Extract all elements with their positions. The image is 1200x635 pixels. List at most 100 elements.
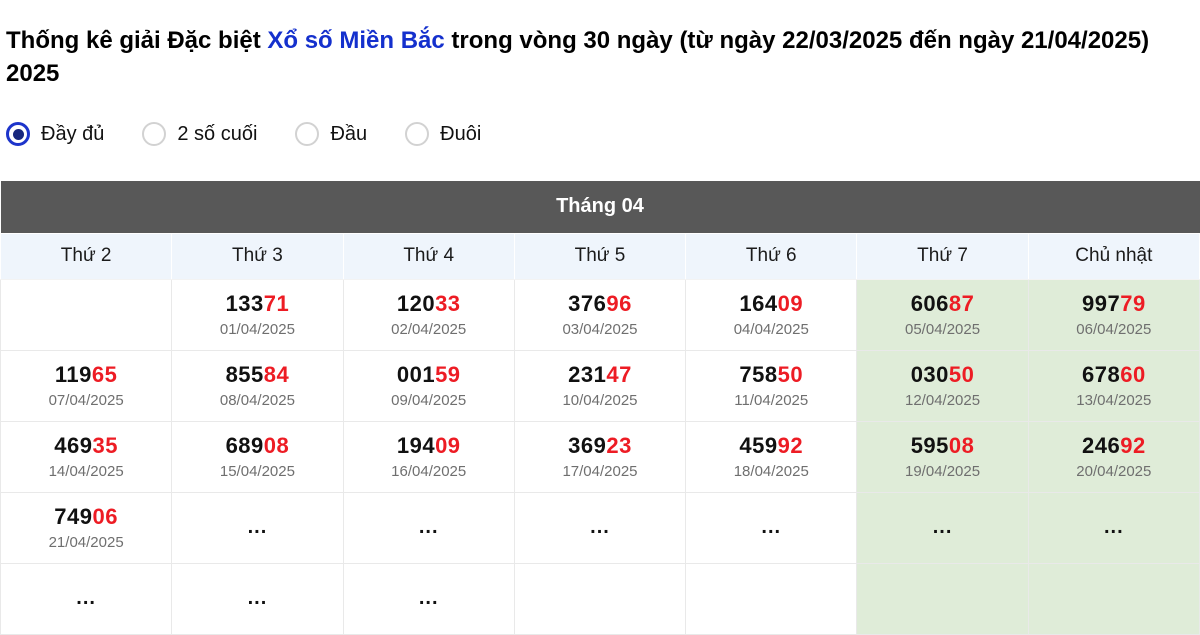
ellipsis-cell: ... [1027, 491, 1200, 564]
ellipsis-cell: ... [856, 491, 1029, 564]
result-last-two-digits: 06 [92, 503, 118, 529]
result-last-two-digits: 09 [435, 432, 461, 458]
result-cell: 68908 15/04/2025 [171, 420, 344, 493]
result-cell: 85584 08/04/2025 [171, 349, 344, 422]
ellipsis-cell: ... [513, 491, 687, 564]
result-cell: 75850 11/04/2025 [685, 349, 858, 422]
ellipsis: ... [247, 587, 268, 610]
result-last-two-digits: 50 [948, 361, 975, 387]
result-last-two-digits: 47 [606, 361, 632, 387]
result-main-digits: 120 [396, 290, 436, 316]
result-date: 01/04/2025 [219, 320, 295, 338]
empty-cell [513, 562, 687, 635]
filter-label: Đầu [330, 122, 368, 145]
filter-label: Đuôi [440, 122, 482, 145]
result-last-two-digits: 33 [435, 290, 461, 316]
result-number: 11965 [1, 362, 171, 387]
result-cell: 46935 14/04/2025 [0, 420, 173, 493]
result-last-two-digits: 08 [948, 432, 975, 458]
result-main-digits: 855 [225, 361, 264, 387]
result-main-digits: 678 [1081, 361, 1121, 387]
result-cell: 13371 01/04/2025 [171, 278, 344, 351]
radio-unselected-icon[interactable] [142, 122, 167, 147]
result-last-two-digits: 59 [435, 361, 461, 387]
result-last-two-digits: 09 [777, 290, 804, 316]
result-main-digits: 030 [910, 361, 949, 387]
result-main-digits: 246 [1081, 432, 1121, 458]
result-cell: 23147 10/04/2025 [513, 349, 687, 422]
result-date: 09/04/2025 [391, 391, 467, 409]
result-number: 99779 [1029, 290, 1199, 316]
result-date: 10/04/2025 [562, 391, 638, 409]
ellipsis: ... [761, 516, 782, 539]
result-number: 13371 [172, 290, 342, 316]
result-main-digits: 194 [396, 432, 436, 458]
result-main-digits: 369 [568, 432, 607, 458]
result-date: 08/04/2025 [219, 391, 295, 409]
result-main-digits: 595 [910, 432, 949, 458]
result-cell: 36923 17/04/2025 [513, 420, 687, 493]
filter-radio-duoi[interactable]: Đuôi [405, 122, 482, 147]
result-cell: 59508 19/04/2025 [856, 420, 1029, 493]
result-row: ......... [0, 562, 1200, 635]
day-header-cell: Thứ 3 [171, 232, 344, 280]
result-number: 37696 [515, 290, 685, 316]
result-cell: 11965 07/04/2025 [0, 349, 173, 422]
result-last-two-digits: 84 [263, 361, 290, 387]
day-header-row: Thứ 2 Thứ 3 Thứ 4 Thứ 5 Thứ 6 Thứ 7 Chủ nhật [0, 232, 1200, 280]
result-last-two-digits: 35 [92, 432, 118, 458]
radio-selected-icon[interactable] [6, 122, 30, 147]
result-cell: 60687 05/04/2025 [856, 278, 1029, 351]
month-title: Tháng 04 [0, 181, 1200, 234]
ellipsis-cell: ... [342, 491, 515, 564]
filter-radio-2-so-cuoi[interactable]: 2 số cuối [142, 122, 258, 147]
ellipsis: ... [418, 516, 439, 539]
result-cell: 67860 13/04/2025 [1027, 349, 1200, 422]
result-main-digits: 469 [54, 432, 93, 458]
ellipsis-cell: ... [171, 491, 344, 564]
page-title: Thống kê giải Đặc biệt Xổ số Miền Bắc tr… [0, 16, 1200, 90]
result-number: 36923 [515, 432, 685, 458]
result-main-digits: 376 [568, 290, 607, 316]
day-header-cell: Thứ 5 [513, 232, 687, 280]
result-number: 60687 [857, 291, 1027, 316]
lottery-region-link[interactable]: Xổ số Miền Bắc [267, 27, 445, 55]
result-number: 00159 [344, 361, 514, 387]
result-number: 12033 [344, 290, 514, 316]
result-date: 19/04/2025 [905, 462, 981, 480]
page-title-prefix: Thống kê giải Đặc biệt [6, 27, 268, 55]
filter-label: Đầy đủ [41, 122, 105, 145]
result-number: 24692 [1029, 432, 1199, 458]
result-last-two-digits: 79 [1120, 290, 1146, 316]
result-last-two-digits: 60 [1120, 361, 1146, 387]
result-last-two-digits: 96 [606, 290, 632, 316]
result-date: 05/04/2025 [905, 320, 981, 338]
result-last-two-digits: 71 [263, 290, 290, 316]
result-number: 16409 [686, 290, 856, 316]
result-date: 02/04/2025 [391, 320, 467, 338]
result-date: 15/04/2025 [219, 462, 295, 480]
result-number: 74906 [1, 503, 171, 529]
empty-cell [1027, 562, 1200, 635]
day-header-cell: Thứ 7 [856, 232, 1029, 280]
filter-label: 2 số cuối [177, 122, 258, 145]
filter-radio-day-du[interactable]: Đầy đủ [6, 122, 105, 147]
result-date: 04/04/2025 [733, 320, 809, 338]
result-last-two-digits: 92 [1120, 432, 1146, 458]
day-header-cell: Thứ 2 [0, 232, 173, 280]
result-number: 03050 [857, 361, 1027, 387]
result-number: 68908 [172, 432, 342, 458]
empty-cell [856, 562, 1029, 635]
radio-unselected-icon[interactable] [405, 122, 430, 147]
result-cell: 16409 04/04/2025 [685, 278, 858, 351]
filter-radio-dau[interactable]: Đầu [295, 122, 368, 147]
radio-unselected-icon[interactable] [295, 122, 320, 147]
result-last-two-digits: 08 [263, 432, 290, 458]
result-number: 19409 [344, 432, 514, 458]
result-main-digits: 459 [739, 432, 778, 458]
result-main-digits: 749 [54, 503, 93, 529]
day-header-cell: Thứ 6 [685, 232, 858, 280]
result-main-digits: 997 [1081, 290, 1121, 316]
result-row: 13371 01/04/2025 12033 02/04/2025 37696 03/04… [0, 278, 1200, 351]
page-title-suffix: trong vòng 30 ngày (từ ngày 22/03/2025 đ… [6, 27, 1150, 88]
